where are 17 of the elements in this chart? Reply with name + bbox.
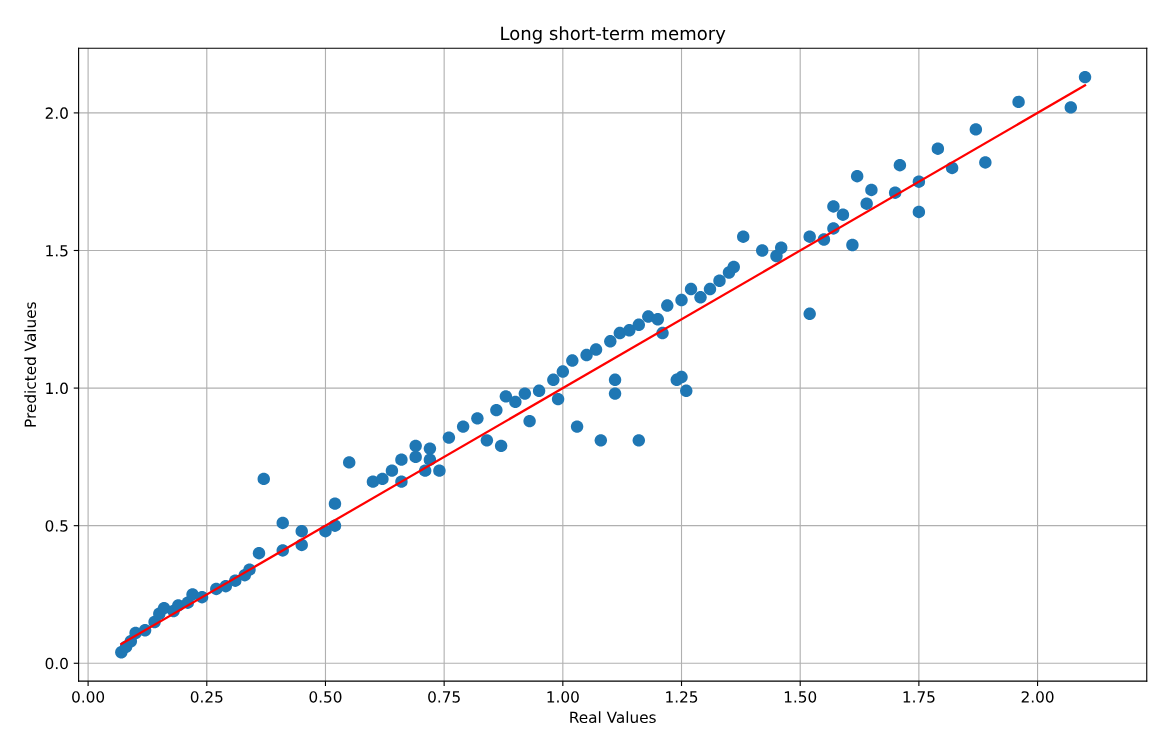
x-tick-label: 2.00 [1021, 691, 1054, 703]
y-tick-label: 0.0 [45, 657, 68, 670]
x-tick-label: 0.00 [72, 691, 105, 703]
chart-title: Long short-term memory [501, 26, 726, 44]
x-tick-label: 0.25 [190, 691, 223, 703]
x-tick-label: 0.75 [428, 691, 460, 703]
x-tick-label: 1.00 [547, 691, 579, 703]
y-axis-title: Predicted Values [24, 302, 37, 427]
x-tick-label: 0.50 [309, 691, 342, 703]
x-tick-label: 1.75 [903, 691, 935, 703]
y-tick-label: 2.0 [45, 107, 68, 119]
x-tick-label: 1.25 [666, 691, 698, 703]
x-tick-label: 1.50 [784, 691, 817, 703]
x-axis-title: Real Values [570, 711, 656, 724]
y-tick-label: 0.5 [45, 520, 68, 532]
y-tick-label: 1.0 [46, 382, 68, 395]
y-tick-label: 1.5 [46, 245, 68, 257]
